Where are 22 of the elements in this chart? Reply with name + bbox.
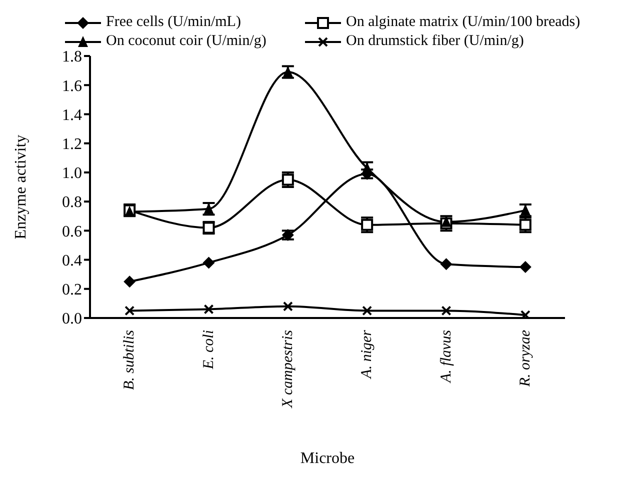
y-tick-label: 0.8 (62, 194, 82, 212)
x-tick-label: R. oryzae (517, 330, 534, 388)
y-tick-label: 1.0 (62, 165, 82, 182)
y-tick-label: 1.8 (62, 48, 82, 66)
y-tick-label: 0.0 (62, 310, 82, 328)
legend-label: On drumstick fiber (U/min/g) (346, 33, 524, 50)
y-tick-label: 0.6 (62, 223, 82, 240)
legend-label: On coconut coir (U/min/g) (106, 33, 266, 50)
y-tick-label: 1.4 (62, 106, 82, 124)
y-axis-title: Enzyme activity (12, 134, 30, 240)
legend-label: On alginate matrix (U/min/100 breads) (346, 14, 580, 31)
y-tick-label: 0.2 (62, 282, 82, 299)
y-tick-label: 1.2 (62, 136, 82, 154)
x-tick-label: X campestris (280, 330, 296, 409)
y-tick-label: 1.6 (62, 78, 82, 95)
legend-label: Free cells (U/min/mL) (106, 14, 241, 31)
y-tick-label: 0.4 (62, 252, 82, 270)
x-tick-label: A. flavus (438, 330, 454, 384)
x-tick-label: A. niger (359, 330, 376, 380)
x-tick-label: E. coli (200, 330, 217, 370)
x-axis-title: Microbe (300, 450, 355, 467)
x-tick-label: B. subtilis (122, 330, 138, 390)
